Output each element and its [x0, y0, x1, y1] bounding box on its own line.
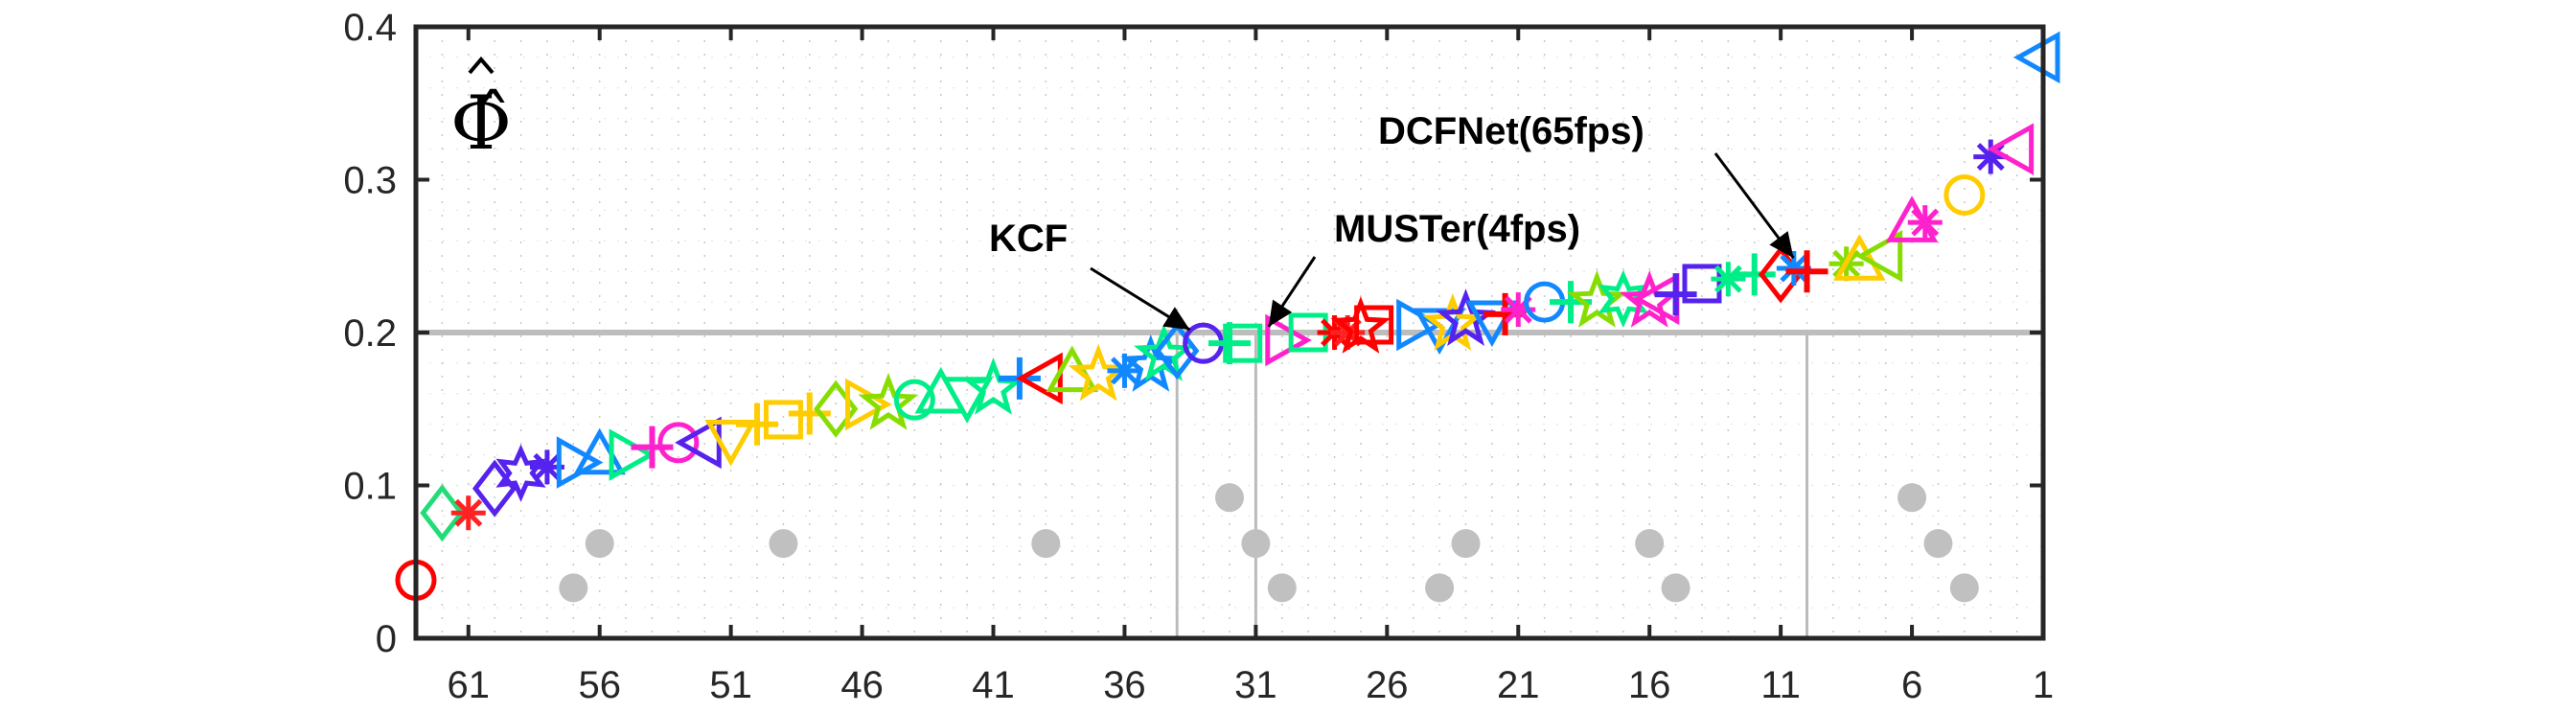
marker-star5 [1068, 343, 1129, 402]
marker-star5 [1134, 323, 1195, 381]
gray-dot [1267, 573, 1297, 603]
marker-stroke [1780, 254, 1808, 283]
marker-triangle-right [609, 428, 656, 481]
marker-square [1354, 305, 1394, 345]
data-markers [395, 31, 2060, 601]
marker-asterisk [1711, 262, 1746, 297]
gray-dot [1949, 573, 1979, 603]
x-tick-label: 56 [578, 664, 621, 706]
gray-dot [1898, 483, 1927, 513]
gray-dot [1661, 573, 1690, 603]
marker-asterisk [1907, 205, 1943, 241]
x-tick-label: 41 [972, 664, 1015, 706]
x-tick-label: 51 [709, 664, 752, 706]
annotation-label: MUSTer(4fps) [1334, 208, 1580, 250]
marker-triangle-left [1855, 229, 1903, 283]
y-axis-label: Φ̂ [450, 80, 512, 167]
marker-circle [893, 379, 935, 421]
gray-dot [559, 573, 588, 603]
marker-triangle-up [1046, 345, 1098, 393]
marker-diamond [472, 459, 518, 518]
annotation-arrowhead [1268, 299, 1293, 327]
y-tick-label: 0.2 [343, 312, 397, 355]
marker-triangle-left [1016, 352, 1063, 405]
gray-dot [769, 529, 798, 559]
marker-triangle-right [1265, 313, 1312, 367]
gray-dot [1635, 529, 1665, 559]
marker-stroke [454, 498, 483, 527]
marker-triangle-down [704, 419, 757, 467]
x-tick-labels: 61 56 51 46 41 36 31 26 21 16 11 6 1 [448, 664, 2055, 706]
marker-star5 [1330, 296, 1392, 354]
gray-dot [1241, 529, 1271, 559]
gray-dot [1031, 529, 1061, 559]
x-tick-label: 31 [1234, 664, 1277, 706]
x-tick-label: 6 [1901, 664, 1922, 706]
marker-triangle-up [1833, 234, 1886, 281]
marker-triangle-left [1987, 123, 2035, 175]
gray-dot-clusters [559, 483, 1979, 603]
marker-star5 [1566, 270, 1627, 328]
marker-triangle-right [845, 378, 892, 431]
marker-square [1682, 264, 1722, 304]
x-tick-label: 26 [1366, 664, 1409, 706]
annotation-vertical-lines [1175, 333, 1809, 638]
x-tick-label: 21 [1497, 664, 1540, 706]
marker-plus [631, 426, 674, 469]
x-tick-label: 1 [2033, 664, 2054, 706]
gray-dot [1215, 483, 1244, 513]
x-tick-label: 61 [448, 664, 491, 706]
marker-square [1223, 323, 1263, 363]
marker-plus [1654, 273, 1697, 316]
annotations: KCF MUSTer(4fps) DCFNet(65fps) [989, 110, 1795, 332]
y-tick-label: 0.3 [343, 160, 397, 202]
gray-dot [1425, 573, 1455, 603]
marker-circle [657, 422, 700, 464]
annotation-arrowhead [1769, 231, 1794, 259]
annotation-label: KCF [989, 218, 1068, 260]
gray-dot [585, 529, 614, 559]
x-tick-label: 46 [840, 664, 884, 706]
marker-plus [1785, 250, 1828, 293]
gray-dot [1451, 529, 1481, 559]
marker-square [763, 400, 803, 440]
marker-stroke [1911, 208, 1940, 237]
x-tick-label: 16 [1628, 664, 1671, 706]
marker-diamond [420, 484, 465, 542]
marker-circle [1944, 173, 1986, 216]
gray-dot [1923, 529, 1953, 559]
marker-stroke [1976, 143, 2005, 172]
axis-ticks [416, 25, 2045, 640]
marker-plus [1208, 322, 1251, 365]
y-axis-label-hat [468, 56, 494, 75]
x-tick-label: 11 [1760, 664, 1801, 706]
marker-stroke [1714, 264, 1742, 293]
marker-star5 [858, 372, 919, 430]
y-tick-label: 0.1 [343, 466, 397, 508]
marker-diamond [1155, 322, 1200, 380]
y-tick-labels: 0 0.1 0.2 0.3 0.4 [343, 7, 397, 660]
marker-plus [736, 402, 779, 446]
marker-triangle-left [2012, 31, 2060, 84]
marker-stroke [533, 452, 562, 481]
y-tick-label: 0.4 [343, 7, 397, 49]
marker-star5 [1436, 288, 1496, 347]
annotation-label: DCFNet(65fps) [1378, 110, 1644, 152]
marker-plus [1733, 253, 1776, 296]
annotation-arrowhead [1162, 307, 1190, 331]
y-tick-label: 0 [376, 618, 397, 660]
marker-asterisk [450, 495, 486, 531]
x-tick-label: 36 [1103, 664, 1146, 706]
marker-asterisk [1776, 251, 1811, 287]
marker-plus [788, 392, 831, 435]
